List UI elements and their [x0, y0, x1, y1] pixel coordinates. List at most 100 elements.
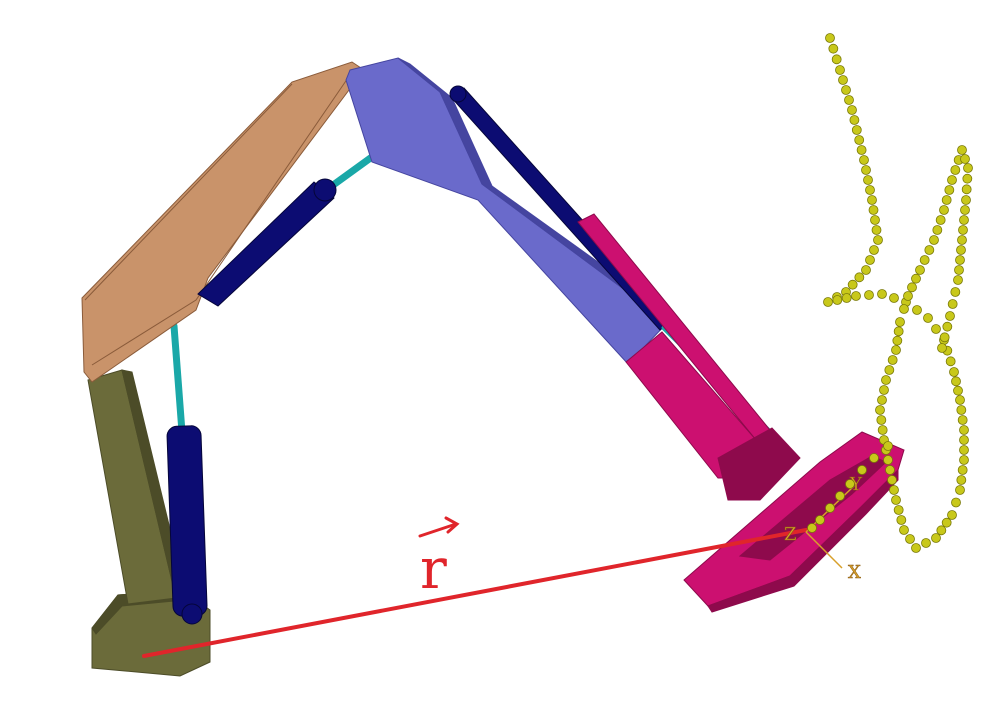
trajectory-point	[870, 215, 880, 225]
lower-hydraulic-cylinder	[166, 322, 208, 625]
trajectory-point	[921, 538, 931, 548]
trajectory-point	[875, 405, 885, 415]
tool-flange-side	[707, 468, 899, 613]
trajectory-path	[807, 33, 973, 553]
trajectory-point	[959, 445, 969, 455]
trajectory-point	[889, 485, 899, 495]
trajectory-point	[857, 465, 867, 475]
position-vector: r	[142, 516, 808, 658]
trajectory-point	[950, 165, 961, 175]
trajectory-point	[861, 165, 871, 175]
trajectory-point	[893, 326, 904, 337]
trajectory-point	[854, 135, 865, 145]
trajectory-point	[945, 311, 955, 321]
trajectory-point	[815, 515, 825, 525]
trajectory-point	[939, 332, 950, 343]
trajectory-point	[828, 43, 839, 54]
trajectory-point	[935, 215, 946, 225]
trajectory-point	[941, 517, 952, 528]
trajectory-point	[867, 195, 877, 205]
trajectory-point	[881, 375, 891, 385]
upper-cylinder-cap	[313, 178, 337, 202]
trajectory-point	[924, 245, 935, 255]
trajectory-point	[892, 335, 903, 346]
trajectory-point	[960, 205, 970, 215]
trajectory-point	[864, 290, 874, 300]
upper-hydraulic-cylinder	[197, 150, 380, 307]
upper-cylinder-body	[197, 181, 335, 307]
trajectory-point	[956, 245, 966, 255]
trajectory-point	[957, 145, 967, 155]
trajectory-point	[954, 265, 964, 275]
trajectory-point	[944, 185, 955, 195]
trajectory-point	[889, 293, 899, 303]
trajectory-point	[873, 235, 883, 245]
frame-axis-x	[805, 531, 843, 569]
trajectory-point	[949, 367, 959, 377]
trajectory-point	[838, 75, 848, 85]
trajectory-point	[899, 525, 909, 535]
trajectory-point	[847, 105, 857, 115]
trajectory-point	[869, 245, 879, 255]
trajectory-point	[871, 225, 882, 235]
trajectory-point	[957, 465, 968, 475]
trajectory-point	[961, 195, 971, 205]
trajectory-point	[883, 441, 893, 451]
trajectory-point	[844, 95, 854, 105]
arm-plate	[345, 57, 669, 365]
trajectory-point	[911, 543, 921, 553]
trajectory-point	[849, 115, 860, 125]
trajectory-point	[883, 455, 893, 465]
boom-edge-line	[91, 71, 353, 366]
trajectory-point	[896, 515, 907, 525]
trajectory-point	[942, 321, 953, 332]
trajectory-point	[923, 313, 933, 323]
arm-cylinder-cap	[449, 85, 467, 103]
lower-cylinder-rod	[170, 322, 186, 436]
trajectory-point	[868, 205, 879, 215]
trajectory-point	[825, 33, 835, 43]
trajectory-point	[835, 65, 845, 75]
trajectory-point	[877, 289, 887, 299]
frame-axis-z-label: Z	[784, 524, 797, 545]
trajectory-point	[841, 85, 851, 95]
trajectory-point	[823, 297, 833, 307]
trajectory-point	[891, 345, 901, 355]
trajectory-point	[807, 523, 817, 533]
trajectory-point	[957, 235, 967, 245]
trajectory-point	[859, 155, 869, 165]
trajectory-point	[951, 376, 961, 387]
trajectory-point	[831, 54, 842, 65]
trajectory-point	[963, 163, 973, 173]
trajectory-point	[845, 479, 855, 489]
trajectory-point	[893, 505, 904, 515]
end-effector-assembly	[577, 213, 905, 613]
trajectory-point	[865, 185, 875, 195]
trajectory-point	[832, 295, 843, 305]
trajectory-point	[957, 415, 968, 425]
trajectory-point	[959, 455, 969, 465]
trajectory-point	[950, 287, 961, 297]
trajectory-point	[953, 275, 963, 285]
trajectory-point	[863, 175, 873, 185]
trajectory-point	[953, 385, 963, 396]
vector-arrow-symbol	[418, 522, 458, 538]
trajectory-point	[877, 395, 887, 405]
trajectory-point	[931, 324, 941, 334]
trajectory-point	[945, 356, 956, 367]
frame-axis-y-label: Y	[849, 474, 863, 495]
trajectory-point	[911, 273, 921, 284]
trajectory-point	[905, 534, 915, 544]
trajectory-point	[955, 395, 965, 405]
trajectory-point	[958, 225, 968, 235]
trajectory-point	[915, 265, 925, 275]
trajectory-point	[959, 435, 969, 445]
trajectory-point	[912, 305, 922, 315]
trajectory-point	[947, 299, 958, 309]
lower-cylinder-pin	[181, 603, 203, 625]
lower-cylinder-body	[166, 425, 208, 617]
boom-link	[81, 61, 365, 383]
trajectory-point	[899, 304, 909, 314]
trajectory-point	[851, 291, 861, 301]
